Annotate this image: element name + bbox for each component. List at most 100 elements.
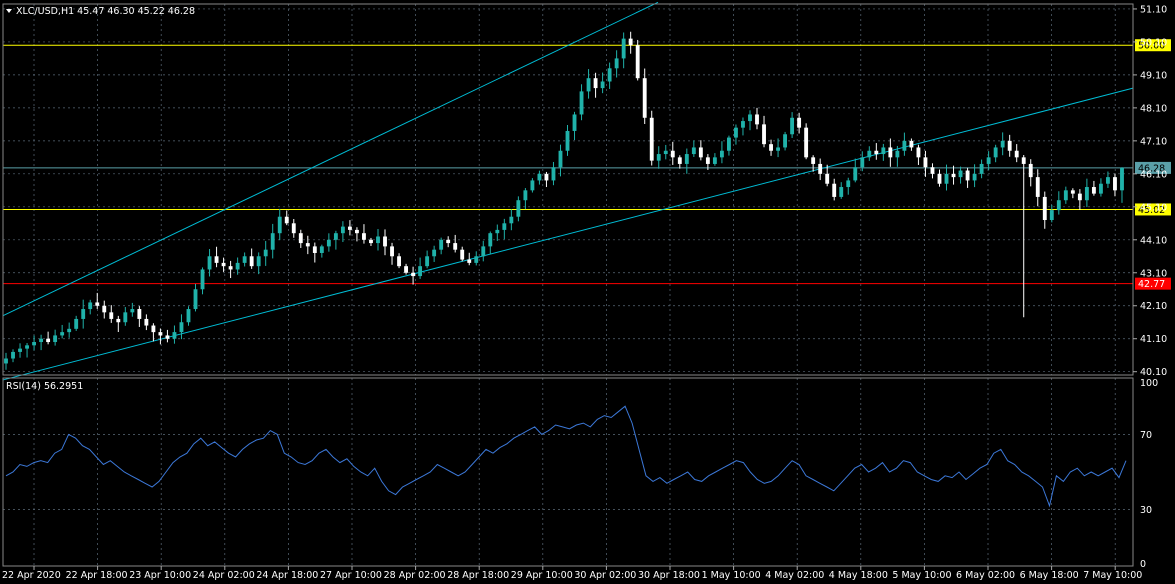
candle-body [144,318,149,326]
candle-body [839,187,844,197]
candle-body [748,114,752,122]
grid [3,4,1133,566]
candle-body [565,130,570,151]
candle-body [474,256,479,263]
candle-body [39,338,44,343]
candle-body [404,266,408,273]
candle-body [326,239,331,247]
y-tick-label: 48.10 [1140,103,1167,114]
y-tick-label: 42.10 [1140,301,1167,312]
candle-body [663,150,668,155]
candle-body [319,246,324,253]
candle-body [123,312,128,323]
candle-body [937,173,942,184]
level-label: 45.02 [1138,205,1165,216]
candle-body [551,167,556,181]
candle-body [705,157,710,164]
candle-body [600,81,605,89]
x-tick-label: 29 Apr 10:00 [511,570,573,581]
candle-body [193,289,198,310]
candle-body [263,249,268,257]
candle-body [88,302,93,310]
candle-body [853,167,858,181]
rsi-tick-label: 30 [1140,505,1152,516]
y-tick-label: 51.10 [1140,4,1167,15]
candle-body [741,121,745,128]
candle-body [488,233,493,247]
candle-body [1063,190,1068,201]
candle-body [1021,157,1026,164]
candle-body [81,309,86,319]
trendlines [2,1,1134,381]
axes: 51.10 50.10 49.10 48.10 47.10 46.10 45.10 44.10… [2,3,1167,581]
candle-body [235,262,240,270]
level-label-bg [1135,161,1171,174]
candle-body [797,117,802,128]
candle-body [53,335,58,343]
candle-body [776,147,780,151]
candle-body [972,173,977,181]
x-tick-label: 27 Apr 10:00 [320,570,382,581]
rsi-panel [5,405,1127,508]
x-tick-label: 1 May 10:00 [702,570,761,581]
x-tick-label: 6 May 02:00 [956,570,1015,581]
rsi-tick-label: 70 [1140,430,1152,441]
candle-body [1070,190,1075,194]
candle-body [846,180,851,188]
candle-body [1014,150,1019,158]
y-tick-label: 47.10 [1140,136,1167,147]
candle-body [916,147,921,158]
candle-body [923,157,928,168]
candle-body [649,117,654,161]
candle-body [467,259,472,263]
trendline[interactable] [2,1,659,317]
dropdown-triangle-icon[interactable] [6,9,12,13]
candle-body [719,150,724,158]
x-tick-label: 7 May 10:00 [1083,570,1142,581]
candle-body [453,243,458,250]
candle-body [376,236,380,244]
candle-body [383,236,387,247]
x-tick-label: 4 May 18:00 [829,570,888,581]
candle-body [642,78,647,118]
candle-body [958,170,963,178]
x-tick-label: 28 Apr 18:00 [447,570,509,581]
candle-body [895,150,900,158]
candle-body [769,144,773,151]
candle-body [593,78,598,89]
candle-body [481,246,486,257]
candle-body [621,38,626,59]
rsi-line [5,405,1127,508]
candle-body [783,134,788,148]
candle-body [628,38,633,46]
candle-body [446,239,451,244]
candle-body [95,302,100,306]
x-tick-label: 24 Apr 02:00 [193,570,255,581]
x-tick-label: 5 May 10:00 [892,570,951,581]
candle-body [207,256,212,270]
candle-body [270,233,275,250]
candle-body [1091,187,1096,194]
candle-body [1000,140,1005,148]
x-tick-label: 23 Apr 10:00 [129,570,191,581]
candle-body [418,266,423,277]
y-tick-label: 46.10 [1140,169,1167,180]
rsi-tick-label: 0 [1140,559,1146,570]
trendline[interactable] [2,87,1134,381]
candle-body [495,229,500,234]
candle-body [635,45,640,79]
candle-body [818,163,823,174]
candle-body [790,117,795,135]
rsi-indicator-label: RSI(14) 56.2951 [6,381,83,392]
candle-body [1049,210,1054,221]
level-label-bg [1135,203,1171,216]
candle-body [1113,177,1117,191]
candle-body [558,150,563,168]
candle-body [200,269,205,290]
candle-body [221,262,226,267]
candle-body [102,305,107,313]
candle-body [1077,193,1082,201]
candle-body [930,167,935,174]
candle-body [1028,163,1033,178]
